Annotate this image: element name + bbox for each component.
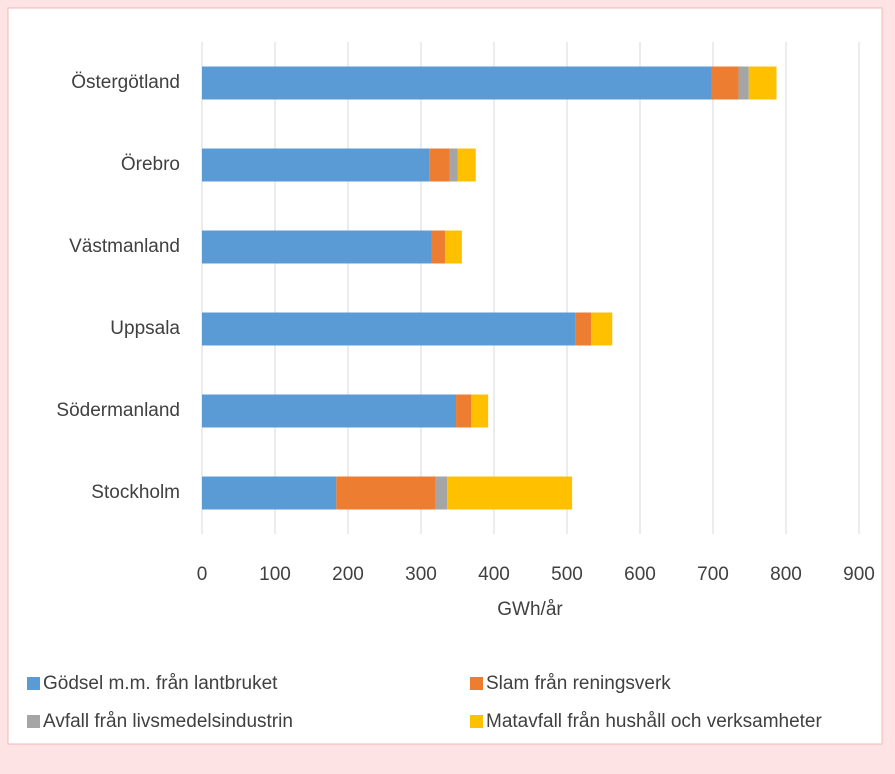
legend-label: Matavfall från hushåll och verksamheter	[486, 711, 822, 732]
bar-segment	[202, 476, 337, 510]
x-tick-label: 500	[551, 564, 583, 585]
bar-segment	[575, 312, 592, 346]
x-tick-label: 800	[770, 564, 802, 585]
y-tick-label: Stockholm	[91, 482, 180, 503]
legend-label: Gödsel m.m. från lantbruket	[43, 673, 278, 694]
bar-segment	[457, 148, 476, 182]
bar-segment	[445, 230, 462, 264]
bar-segment	[202, 394, 457, 428]
bar-segment	[202, 230, 432, 264]
x-tick-label: 300	[405, 564, 437, 585]
bar-segment	[202, 66, 712, 100]
legend-label: Slam från reningsverk	[486, 673, 671, 694]
bar-segment	[202, 148, 430, 182]
legend-swatch	[470, 715, 483, 728]
legend-swatch	[470, 677, 483, 690]
y-tick-label: Uppsala	[110, 318, 180, 339]
x-tick-label: 700	[697, 564, 729, 585]
bar-segment	[748, 66, 777, 100]
x-tick-label: 600	[624, 564, 656, 585]
y-tick-label: Östergötland	[71, 72, 180, 93]
bar-segment	[447, 476, 573, 510]
plot-panel	[7, 7, 883, 745]
y-tick-label: Örebro	[121, 154, 180, 175]
legend-label: Avfall från livsmedelsindustrin	[43, 711, 293, 732]
bar-segment	[435, 476, 448, 510]
bar-segment	[591, 312, 613, 346]
bar-segment	[429, 148, 450, 182]
legend-swatch	[27, 677, 40, 690]
x-tick-label: 200	[332, 564, 364, 585]
y-tick-label: Södermanland	[56, 400, 180, 421]
legend-swatch	[27, 715, 40, 728]
bar-segment	[431, 230, 446, 264]
y-tick-label: Västmanland	[69, 236, 180, 257]
x-axis-label: GWh/år	[497, 599, 563, 620]
bar-segment	[711, 66, 739, 100]
x-tick-label: 0	[197, 564, 208, 585]
bar-segment	[449, 148, 458, 182]
bar-segment	[738, 66, 749, 100]
bar-segment	[336, 476, 436, 510]
bar-segment	[471, 394, 489, 428]
bar-segment	[456, 394, 472, 428]
bar-segment	[202, 312, 576, 346]
x-tick-label: 400	[478, 564, 510, 585]
x-tick-label: 900	[843, 564, 875, 585]
x-tick-label: 100	[259, 564, 291, 585]
